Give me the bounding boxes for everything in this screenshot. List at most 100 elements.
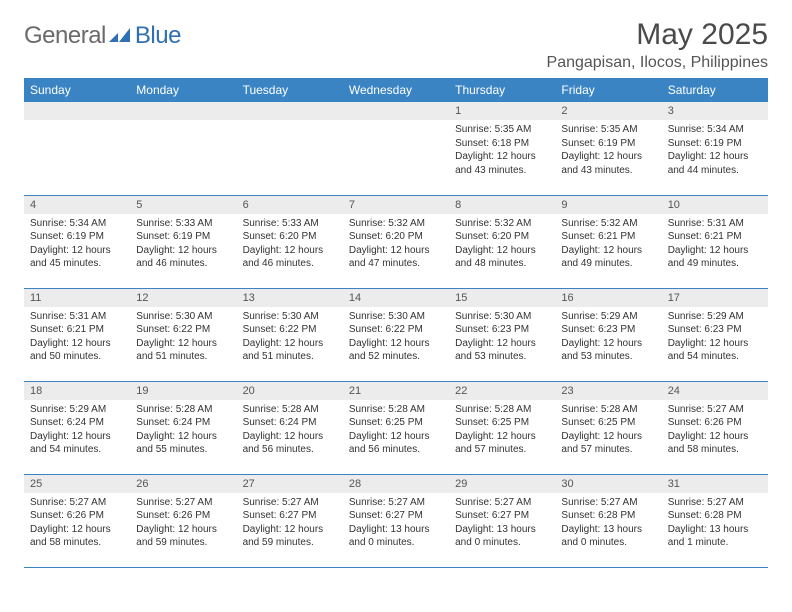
daylight-text: Daylight: 12 hours and 45 minutes.: [30, 244, 124, 271]
calendar-day-cell: 16Sunrise: 5:29 AMSunset: 6:23 PMDayligh…: [555, 288, 661, 381]
day-number: 16: [555, 289, 661, 307]
sunrise-text: Sunrise: 5:28 AM: [455, 403, 549, 417]
day-details: Sunrise: 5:29 AMSunset: 6:23 PMDaylight:…: [555, 307, 661, 368]
daylight-text: Daylight: 12 hours and 54 minutes.: [30, 430, 124, 457]
day-details: Sunrise: 5:27 AMSunset: 6:26 PMDaylight:…: [24, 493, 130, 554]
calendar-day-cell: 9Sunrise: 5:32 AMSunset: 6:21 PMDaylight…: [555, 195, 661, 288]
sunset-text: Sunset: 6:28 PM: [668, 509, 762, 523]
daylight-text: Daylight: 12 hours and 51 minutes.: [136, 337, 230, 364]
day-number: 25: [24, 475, 130, 493]
sunset-text: Sunset: 6:22 PM: [136, 323, 230, 337]
sunset-text: Sunset: 6:26 PM: [668, 416, 762, 430]
sunset-text: Sunset: 6:23 PM: [455, 323, 549, 337]
sunrise-text: Sunrise: 5:33 AM: [243, 217, 337, 231]
daylight-text: Daylight: 12 hours and 59 minutes.: [136, 523, 230, 550]
sunset-text: Sunset: 6:27 PM: [455, 509, 549, 523]
calendar-day-cell: 6Sunrise: 5:33 AMSunset: 6:20 PMDaylight…: [237, 195, 343, 288]
calendar-table: Sunday Monday Tuesday Wednesday Thursday…: [24, 78, 768, 568]
daylight-text: Daylight: 12 hours and 43 minutes.: [455, 150, 549, 177]
calendar-day-cell: 12Sunrise: 5:30 AMSunset: 6:22 PMDayligh…: [130, 288, 236, 381]
calendar-week-row: 18Sunrise: 5:29 AMSunset: 6:24 PMDayligh…: [24, 381, 768, 474]
weekday-header: Sunday: [24, 78, 130, 102]
day-number: [237, 102, 343, 120]
day-number: 13: [237, 289, 343, 307]
day-number: 4: [24, 196, 130, 214]
daylight-text: Daylight: 12 hours and 56 minutes.: [243, 430, 337, 457]
sunrise-text: Sunrise: 5:34 AM: [30, 217, 124, 231]
sunset-text: Sunset: 6:27 PM: [243, 509, 337, 523]
day-number: 1: [449, 102, 555, 120]
day-details: Sunrise: 5:29 AMSunset: 6:24 PMDaylight:…: [24, 400, 130, 461]
day-details: [237, 120, 343, 127]
daylight-text: Daylight: 12 hours and 53 minutes.: [455, 337, 549, 364]
day-number: 21: [343, 382, 449, 400]
sunrise-text: Sunrise: 5:29 AM: [668, 310, 762, 324]
daylight-text: Daylight: 12 hours and 55 minutes.: [136, 430, 230, 457]
day-number: 3: [662, 102, 768, 120]
daylight-text: Daylight: 12 hours and 46 minutes.: [136, 244, 230, 271]
sunrise-text: Sunrise: 5:27 AM: [136, 496, 230, 510]
sunrise-text: Sunrise: 5:27 AM: [243, 496, 337, 510]
sunrise-text: Sunrise: 5:28 AM: [561, 403, 655, 417]
sunset-text: Sunset: 6:26 PM: [136, 509, 230, 523]
calendar-day-cell: 21Sunrise: 5:28 AMSunset: 6:25 PMDayligh…: [343, 381, 449, 474]
day-number: 7: [343, 196, 449, 214]
sunset-text: Sunset: 6:25 PM: [561, 416, 655, 430]
sunset-text: Sunset: 6:24 PM: [30, 416, 124, 430]
daylight-text: Daylight: 12 hours and 43 minutes.: [561, 150, 655, 177]
day-number: 26: [130, 475, 236, 493]
day-number: 9: [555, 196, 661, 214]
daylight-text: Daylight: 12 hours and 46 minutes.: [243, 244, 337, 271]
sunrise-text: Sunrise: 5:27 AM: [455, 496, 549, 510]
calendar-body: 1Sunrise: 5:35 AMSunset: 6:18 PMDaylight…: [24, 102, 768, 567]
daylight-text: Daylight: 12 hours and 57 minutes.: [455, 430, 549, 457]
day-number: 15: [449, 289, 555, 307]
calendar-week-row: 4Sunrise: 5:34 AMSunset: 6:19 PMDaylight…: [24, 195, 768, 288]
day-details: Sunrise: 5:27 AMSunset: 6:26 PMDaylight:…: [130, 493, 236, 554]
weekday-header: Thursday: [449, 78, 555, 102]
header: General Blue May 2025 Pangapisan, Ilocos…: [24, 18, 768, 72]
sunrise-text: Sunrise: 5:27 AM: [668, 403, 762, 417]
sunset-text: Sunset: 6:21 PM: [30, 323, 124, 337]
calendar-day-cell: [130, 102, 236, 195]
sunset-text: Sunset: 6:27 PM: [349, 509, 443, 523]
sunset-text: Sunset: 6:22 PM: [349, 323, 443, 337]
sunrise-text: Sunrise: 5:32 AM: [349, 217, 443, 231]
day-number: 19: [130, 382, 236, 400]
day-details: Sunrise: 5:30 AMSunset: 6:22 PMDaylight:…: [237, 307, 343, 368]
brand-logo: General Blue: [24, 18, 181, 50]
weekday-header: Friday: [555, 78, 661, 102]
sunset-text: Sunset: 6:24 PM: [136, 416, 230, 430]
weekday-header: Tuesday: [237, 78, 343, 102]
day-details: Sunrise: 5:30 AMSunset: 6:22 PMDaylight:…: [130, 307, 236, 368]
weekday-header-row: Sunday Monday Tuesday Wednesday Thursday…: [24, 78, 768, 102]
day-details: Sunrise: 5:35 AMSunset: 6:18 PMDaylight:…: [449, 120, 555, 181]
day-details: Sunrise: 5:27 AMSunset: 6:27 PMDaylight:…: [237, 493, 343, 554]
calendar-day-cell: 11Sunrise: 5:31 AMSunset: 6:21 PMDayligh…: [24, 288, 130, 381]
month-title: May 2025: [547, 18, 768, 52]
calendar-day-cell: 17Sunrise: 5:29 AMSunset: 6:23 PMDayligh…: [662, 288, 768, 381]
day-number: 27: [237, 475, 343, 493]
day-details: Sunrise: 5:28 AMSunset: 6:25 PMDaylight:…: [555, 400, 661, 461]
sunset-text: Sunset: 6:26 PM: [30, 509, 124, 523]
day-number: 10: [662, 196, 768, 214]
daylight-text: Daylight: 12 hours and 58 minutes.: [668, 430, 762, 457]
day-details: Sunrise: 5:27 AMSunset: 6:26 PMDaylight:…: [662, 400, 768, 461]
sunset-text: Sunset: 6:23 PM: [668, 323, 762, 337]
sunrise-text: Sunrise: 5:30 AM: [136, 310, 230, 324]
daylight-text: Daylight: 12 hours and 51 minutes.: [243, 337, 337, 364]
day-details: Sunrise: 5:28 AMSunset: 6:24 PMDaylight:…: [237, 400, 343, 461]
calendar-day-cell: 30Sunrise: 5:27 AMSunset: 6:28 PMDayligh…: [555, 474, 661, 567]
calendar-day-cell: 27Sunrise: 5:27 AMSunset: 6:27 PMDayligh…: [237, 474, 343, 567]
title-block: May 2025 Pangapisan, Ilocos, Philippines: [547, 18, 768, 72]
calendar-day-cell: 28Sunrise: 5:27 AMSunset: 6:27 PMDayligh…: [343, 474, 449, 567]
sunset-text: Sunset: 6:20 PM: [243, 230, 337, 244]
sunset-text: Sunset: 6:23 PM: [561, 323, 655, 337]
sunrise-text: Sunrise: 5:28 AM: [243, 403, 337, 417]
calendar-week-row: 11Sunrise: 5:31 AMSunset: 6:21 PMDayligh…: [24, 288, 768, 381]
daylight-text: Daylight: 13 hours and 0 minutes.: [349, 523, 443, 550]
calendar-day-cell: 23Sunrise: 5:28 AMSunset: 6:25 PMDayligh…: [555, 381, 661, 474]
sunrise-text: Sunrise: 5:33 AM: [136, 217, 230, 231]
day-details: [343, 120, 449, 127]
calendar-day-cell: 20Sunrise: 5:28 AMSunset: 6:24 PMDayligh…: [237, 381, 343, 474]
